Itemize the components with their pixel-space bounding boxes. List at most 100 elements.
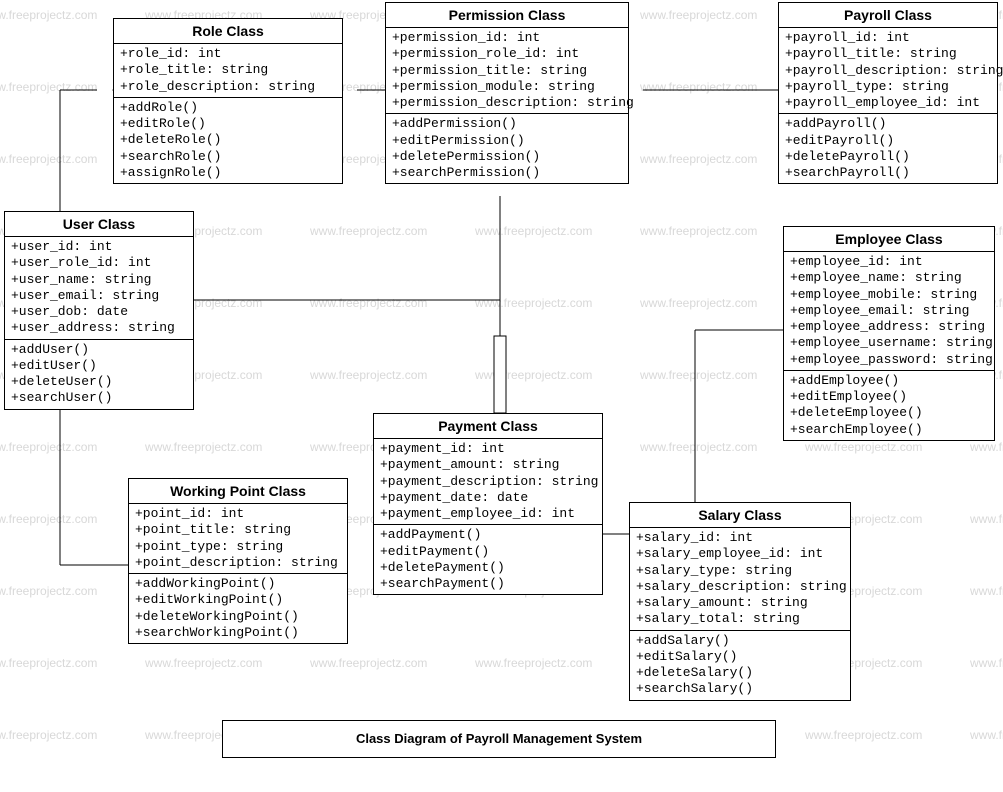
attr-row: +permission_description: string	[392, 95, 622, 111]
op-row: +addUser()	[11, 342, 187, 358]
op-row: +addPayment()	[380, 527, 596, 543]
attr-row: +payroll_description: string	[785, 63, 991, 79]
attr-row: +user_role_id: int	[11, 255, 187, 271]
class-workingpoint: Working Point Class+point_id: int+point_…	[128, 478, 348, 644]
class-name-user: User Class	[5, 212, 193, 237]
class-name-permission: Permission Class	[386, 3, 628, 28]
class-name-payroll: Payroll Class	[779, 3, 997, 28]
op-row: +editPermission()	[392, 133, 622, 149]
class-permission: Permission Class+permission_id: int+perm…	[385, 2, 629, 184]
attr-row: +salary_amount: string	[636, 595, 844, 611]
attr-row: +payroll_type: string	[785, 79, 991, 95]
attr-row: +payroll_id: int	[785, 30, 991, 46]
attr-row: +employee_email: string	[790, 303, 988, 319]
op-row: +searchPayroll()	[785, 165, 991, 181]
attr-row: +payment_amount: string	[380, 457, 596, 473]
class-name-employee: Employee Class	[784, 227, 994, 252]
op-row: +deleteUser()	[11, 374, 187, 390]
class-name-payment: Payment Class	[374, 414, 602, 439]
op-row: +deleteEmployee()	[790, 405, 988, 421]
class-employee: Employee Class+employee_id: int+employee…	[783, 226, 995, 441]
class-attrs-salary: +salary_id: int+salary_employee_id: int+…	[630, 528, 850, 631]
op-row: +addSalary()	[636, 633, 844, 649]
op-row: +editPayment()	[380, 544, 596, 560]
op-row: +searchUser()	[11, 390, 187, 406]
op-row: +assignRole()	[120, 165, 336, 181]
class-attrs-user: +user_id: int+user_role_id: int+user_nam…	[5, 237, 193, 340]
attr-row: +payment_description: string	[380, 474, 596, 490]
class-attrs-workingpoint: +point_id: int+point_title: string+point…	[129, 504, 347, 574]
op-row: +searchWorkingPoint()	[135, 625, 341, 641]
attr-row: +role_id: int	[120, 46, 336, 62]
op-row: +editUser()	[11, 358, 187, 374]
attr-row: +salary_total: string	[636, 611, 844, 627]
op-row: +editEmployee()	[790, 389, 988, 405]
class-attrs-role: +role_id: int+role_title: string+role_de…	[114, 44, 342, 98]
class-payment: Payment Class+payment_id: int+payment_am…	[373, 413, 603, 595]
op-row: +searchEmployee()	[790, 422, 988, 438]
op-row: +addPermission()	[392, 116, 622, 132]
op-row: +deleteSalary()	[636, 665, 844, 681]
attr-row: +role_title: string	[120, 62, 336, 78]
attr-row: +salary_employee_id: int	[636, 546, 844, 562]
op-row: +editRole()	[120, 116, 336, 132]
op-row: +addEmployee()	[790, 373, 988, 389]
attr-row: +permission_role_id: int	[392, 46, 622, 62]
attr-row: +payment_employee_id: int	[380, 506, 596, 522]
attr-row: +employee_name: string	[790, 270, 988, 286]
op-row: +editSalary()	[636, 649, 844, 665]
op-row: +searchPermission()	[392, 165, 622, 181]
class-attrs-payment: +payment_id: int+payment_amount: string+…	[374, 439, 602, 525]
class-attrs-employee: +employee_id: int+employee_name: string+…	[784, 252, 994, 371]
class-ops-payment: +addPayment()+editPayment()+deletePaymen…	[374, 525, 602, 594]
op-row: +addRole()	[120, 100, 336, 116]
op-row: +addPayroll()	[785, 116, 991, 132]
op-row: +searchPayment()	[380, 576, 596, 592]
attr-row: +payment_id: int	[380, 441, 596, 457]
attr-row: +role_description: string	[120, 79, 336, 95]
op-row: +searchSalary()	[636, 681, 844, 697]
class-name-role: Role Class	[114, 19, 342, 44]
class-ops-employee: +addEmployee()+editEmployee()+deleteEmpl…	[784, 371, 994, 440]
attr-row: +user_email: string	[11, 288, 187, 304]
class-ops-user: +addUser()+editUser()+deleteUser()+searc…	[5, 340, 193, 409]
op-row: +deleteWorkingPoint()	[135, 609, 341, 625]
op-row: +editPayroll()	[785, 133, 991, 149]
attr-row: +permission_id: int	[392, 30, 622, 46]
class-name-salary: Salary Class	[630, 503, 850, 528]
attr-row: +user_dob: date	[11, 304, 187, 320]
op-row: +deletePayment()	[380, 560, 596, 576]
attr-row: +salary_id: int	[636, 530, 844, 546]
op-row: +addWorkingPoint()	[135, 576, 341, 592]
attr-row: +employee_username: string	[790, 335, 988, 351]
class-name-workingpoint: Working Point Class	[129, 479, 347, 504]
attr-row: +point_id: int	[135, 506, 341, 522]
attr-row: +point_type: string	[135, 539, 341, 555]
class-attrs-payroll: +payroll_id: int+payroll_title: string+p…	[779, 28, 997, 114]
class-attrs-permission: +permission_id: int+permission_role_id: …	[386, 28, 628, 114]
class-ops-salary: +addSalary()+editSalary()+deleteSalary()…	[630, 631, 850, 700]
class-user: User Class+user_id: int+user_role_id: in…	[4, 211, 194, 410]
attr-row: +permission_module: string	[392, 79, 622, 95]
attr-row: +employee_mobile: string	[790, 287, 988, 303]
op-row: +editWorkingPoint()	[135, 592, 341, 608]
diagram-title-text: Class Diagram of Payroll Management Syst…	[356, 731, 642, 746]
attr-row: +salary_type: string	[636, 563, 844, 579]
attr-row: +employee_id: int	[790, 254, 988, 270]
class-ops-payroll: +addPayroll()+editPayroll()+deletePayrol…	[779, 114, 997, 183]
class-ops-permission: +addPermission()+editPermission()+delete…	[386, 114, 628, 183]
class-role: Role Class+role_id: int+role_title: stri…	[113, 18, 343, 184]
attr-row: +salary_description: string	[636, 579, 844, 595]
class-ops-workingpoint: +addWorkingPoint()+editWorkingPoint()+de…	[129, 574, 347, 643]
class-ops-role: +addRole()+editRole()+deleteRole()+searc…	[114, 98, 342, 183]
op-row: +deletePermission()	[392, 149, 622, 165]
attr-row: +user_address: string	[11, 320, 187, 336]
attr-row: +payroll_title: string	[785, 46, 991, 62]
diagram-title-box: Class Diagram of Payroll Management Syst…	[222, 720, 776, 758]
attr-row: +payment_date: date	[380, 490, 596, 506]
attr-row: +permission_title: string	[392, 63, 622, 79]
op-row: +searchRole()	[120, 149, 336, 165]
attr-row: +employee_address: string	[790, 319, 988, 335]
attr-row: +point_title: string	[135, 522, 341, 538]
class-payroll: Payroll Class+payroll_id: int+payroll_ti…	[778, 2, 998, 184]
